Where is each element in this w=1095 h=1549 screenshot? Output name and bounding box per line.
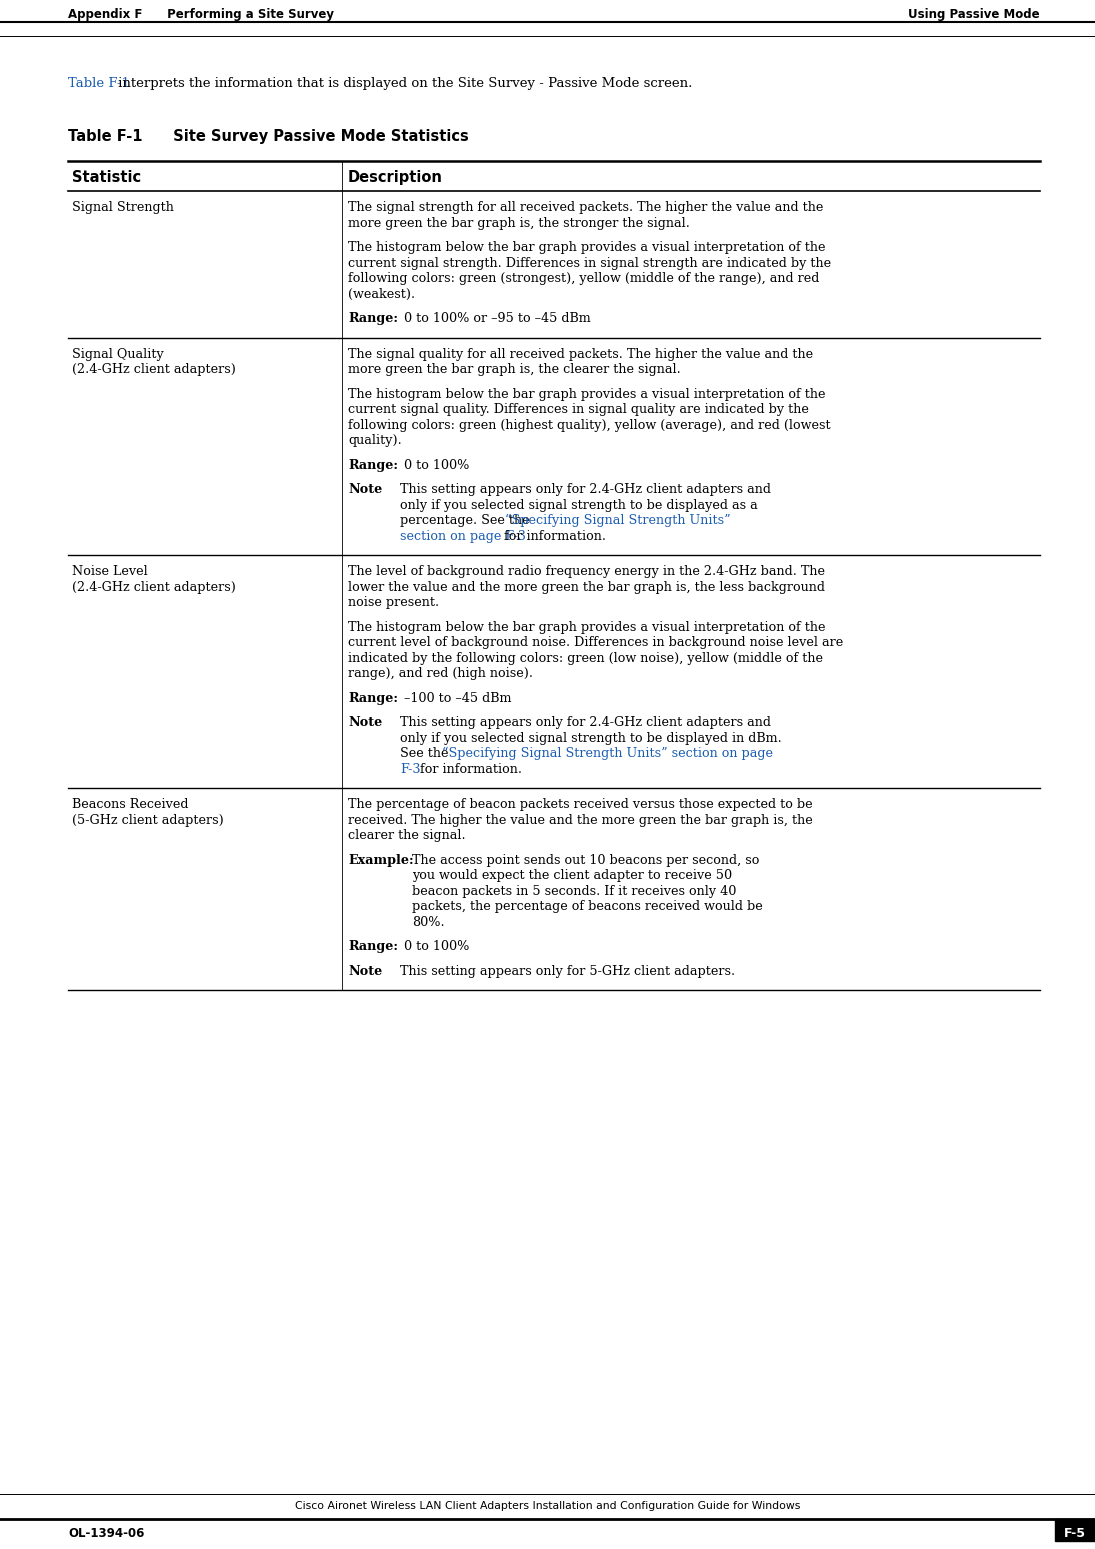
- Text: only if you selected signal strength to be displayed as a: only if you selected signal strength to …: [400, 499, 758, 511]
- Text: Appendix F      Performing a Site Survey: Appendix F Performing a Site Survey: [68, 8, 334, 22]
- Text: Table F-1: Table F-1: [68, 77, 130, 90]
- Text: 80%.: 80%.: [412, 915, 445, 928]
- Text: –100 to –45 dBm: –100 to –45 dBm: [392, 691, 511, 705]
- Text: F-5: F-5: [1064, 1527, 1086, 1540]
- Text: (2.4-GHz client adapters): (2.4-GHz client adapters): [72, 362, 235, 376]
- Text: The histogram below the bar graph provides a visual interpretation of the: The histogram below the bar graph provid…: [348, 242, 826, 254]
- Text: indicated by the following colors: green (low noise), yellow (middle of the: indicated by the following colors: green…: [348, 652, 823, 665]
- Text: only if you selected signal strength to be displayed in dBm.: only if you selected signal strength to …: [400, 731, 782, 745]
- Text: following colors: green (highest quality), yellow (average), and red (lowest: following colors: green (highest quality…: [348, 418, 831, 432]
- Text: Range:: Range:: [348, 459, 397, 471]
- Text: Range:: Range:: [348, 311, 397, 325]
- Text: 0 to 100%: 0 to 100%: [392, 459, 470, 471]
- Text: 0 to 100%: 0 to 100%: [392, 940, 470, 953]
- Text: section on page F-3: section on page F-3: [400, 530, 526, 542]
- Text: quality).: quality).: [348, 434, 402, 448]
- Text: range), and red (high noise).: range), and red (high noise).: [348, 668, 533, 680]
- Text: current level of background noise. Differences in background noise level are: current level of background noise. Diffe…: [348, 637, 843, 649]
- Text: Note: Note: [348, 716, 382, 730]
- Text: The histogram below the bar graph provides a visual interpretation of the: The histogram below the bar graph provid…: [348, 387, 826, 401]
- Text: Description: Description: [348, 170, 442, 184]
- Text: you would expect the client adapter to receive 50: you would expect the client adapter to r…: [412, 869, 733, 881]
- Text: following colors: green (strongest), yellow (middle of the range), and red: following colors: green (strongest), yel…: [348, 273, 819, 285]
- Text: interprets the information that is displayed on the Site Survey - Passive Mode s: interprets the information that is displ…: [114, 77, 692, 90]
- Text: Statistic: Statistic: [72, 170, 141, 184]
- Text: Note: Note: [348, 483, 382, 496]
- Text: 0 to 100% or –95 to –45 dBm: 0 to 100% or –95 to –45 dBm: [392, 311, 590, 325]
- Text: The access point sends out 10 beacons per second, so: The access point sends out 10 beacons pe…: [412, 853, 759, 866]
- Text: Using Passive Mode: Using Passive Mode: [909, 8, 1040, 22]
- Text: (5-GHz client adapters): (5-GHz client adapters): [72, 813, 223, 827]
- Text: more green the bar graph is, the stronger the signal.: more green the bar graph is, the stronge…: [348, 217, 690, 229]
- Text: for information.: for information.: [499, 530, 606, 542]
- Text: received. The higher the value and the more green the bar graph is, the: received. The higher the value and the m…: [348, 813, 812, 827]
- Text: F-3: F-3: [400, 762, 420, 776]
- Text: Range:: Range:: [348, 940, 397, 953]
- Text: Cisco Aironet Wireless LAN Client Adapters Installation and Configuration Guide : Cisco Aironet Wireless LAN Client Adapte…: [296, 1501, 800, 1510]
- Text: current signal quality. Differences in signal quality are indicated by the: current signal quality. Differences in s…: [348, 403, 809, 417]
- Text: The level of background radio frequency energy in the 2.4-GHz band. The: The level of background radio frequency …: [348, 565, 825, 578]
- Text: Table F-1      Site Survey Passive Mode Statistics: Table F-1 Site Survey Passive Mode Stati…: [68, 129, 469, 144]
- Text: more green the bar graph is, the clearer the signal.: more green the bar graph is, the clearer…: [348, 362, 681, 376]
- Text: Note: Note: [348, 965, 382, 977]
- Text: This setting appears only for 2.4-GHz client adapters and: This setting appears only for 2.4-GHz cl…: [400, 483, 771, 496]
- Text: Range:: Range:: [348, 691, 397, 705]
- Text: percentage. See the: percentage. See the: [400, 514, 533, 527]
- Text: (weakest).: (weakest).: [348, 288, 415, 301]
- FancyBboxPatch shape: [1054, 1520, 1095, 1541]
- Text: The signal strength for all received packets. The higher the value and the: The signal strength for all received pac…: [348, 201, 823, 214]
- Text: beacon packets in 5 seconds. If it receives only 40: beacon packets in 5 seconds. If it recei…: [412, 884, 736, 897]
- Text: The signal quality for all received packets. The higher the value and the: The signal quality for all received pack…: [348, 347, 814, 361]
- Text: noise present.: noise present.: [348, 596, 439, 609]
- Text: Signal Strength: Signal Strength: [72, 201, 174, 214]
- Text: OL-1394-06: OL-1394-06: [68, 1527, 145, 1540]
- Text: The histogram below the bar graph provides a visual interpretation of the: The histogram below the bar graph provid…: [348, 621, 826, 634]
- Text: “Specifying Signal Strength Units”: “Specifying Signal Strength Units”: [505, 514, 730, 527]
- Text: “Specifying Signal Strength Units” section on page: “Specifying Signal Strength Units” secti…: [442, 747, 773, 761]
- Text: clearer the signal.: clearer the signal.: [348, 829, 465, 843]
- Text: current signal strength. Differences in signal strength are indicated by the: current signal strength. Differences in …: [348, 257, 831, 270]
- Text: The percentage of beacon packets received versus those expected to be: The percentage of beacon packets receive…: [348, 798, 812, 812]
- Text: lower the value and the more green the bar graph is, the less background: lower the value and the more green the b…: [348, 581, 825, 593]
- Text: packets, the percentage of beacons received would be: packets, the percentage of beacons recei…: [412, 900, 763, 912]
- Text: for information.: for information.: [416, 762, 521, 776]
- Text: Signal Quality: Signal Quality: [72, 347, 164, 361]
- Text: Example:: Example:: [348, 853, 414, 866]
- Text: Beacons Received: Beacons Received: [72, 798, 188, 812]
- Text: (2.4-GHz client adapters): (2.4-GHz client adapters): [72, 581, 235, 593]
- Text: This setting appears only for 5-GHz client adapters.: This setting appears only for 5-GHz clie…: [400, 965, 735, 977]
- Text: This setting appears only for 2.4-GHz client adapters and: This setting appears only for 2.4-GHz cl…: [400, 716, 771, 730]
- Text: See the: See the: [400, 747, 452, 761]
- Text: Noise Level: Noise Level: [72, 565, 148, 578]
